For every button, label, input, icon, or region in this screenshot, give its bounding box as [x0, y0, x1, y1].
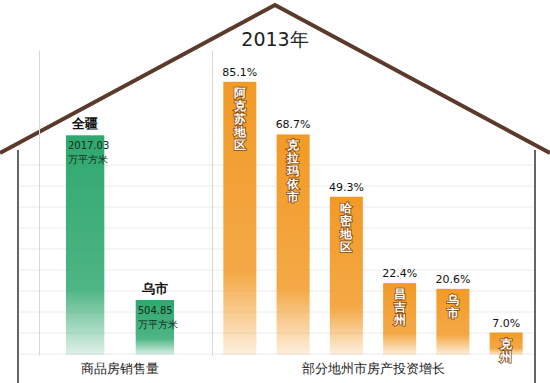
bar — [223, 82, 256, 355]
house-roof — [0, 5, 550, 153]
bar — [277, 134, 310, 355]
chart-1: 85.1% 阿克苏地区 68.7% 克拉玛依市 49.3% 哈密地区 22.4% 昌吉州 20.… — [213, 51, 523, 377]
x-axis-title: 商品房销售量 — [81, 361, 159, 376]
y-axis — [212, 51, 213, 356]
category-label: 昌吉州 — [393, 287, 406, 327]
category-label: 乌市 — [141, 281, 168, 296]
data-label: 49.3% — [329, 181, 364, 194]
category-label: 乌市 — [446, 293, 459, 320]
chart-0: 全疆 2017.03万平方米乌市 504.85万平方米商品房销售量 — [40, 51, 178, 377]
data-label: 68.7% — [276, 118, 311, 131]
data-label: 22.4% — [382, 267, 417, 280]
chart-title: 2013年 — [241, 28, 308, 50]
bar — [436, 289, 469, 355]
house-wall — [534, 150, 536, 383]
data-label: 7.0% — [492, 317, 520, 330]
y-axis-line — [39, 51, 40, 356]
data-label: 20.6% — [435, 273, 470, 286]
house-wall — [17, 150, 19, 383]
category-label: 阿克苏地区 — [233, 86, 247, 152]
data-label: 85.1% — [222, 66, 257, 79]
category-label: 哈密地区 — [339, 201, 353, 254]
bars — [223, 82, 522, 355]
bar — [66, 135, 104, 355]
labels: 全疆 2017.03万平方米乌市 504.85万平方米 — [68, 116, 178, 330]
y-axis — [39, 51, 40, 356]
house — [0, 5, 550, 383]
bar — [330, 197, 363, 355]
labels: 85.1% 阿克苏地区 68.7% 克拉玛依市 49.3% 哈密地区 22.4% 昌吉州 20.… — [222, 66, 520, 364]
category-label: 全疆 — [71, 116, 98, 131]
category-label: 克州 — [499, 337, 513, 364]
bar — [383, 283, 416, 355]
x-axis-title: 部分地州市房产投资增长 — [302, 361, 445, 376]
chart-root: 全疆 2017.03万平方米乌市 504.85万平方米商品房销售量 2013年 85.1… — [0, 0, 550, 383]
y-axis-line — [212, 51, 213, 356]
data-label: 2017.03万平方米 — [68, 140, 109, 165]
category-label: 克拉玛依市 — [286, 138, 300, 204]
data-label: 504.85万平方米 — [138, 305, 178, 330]
